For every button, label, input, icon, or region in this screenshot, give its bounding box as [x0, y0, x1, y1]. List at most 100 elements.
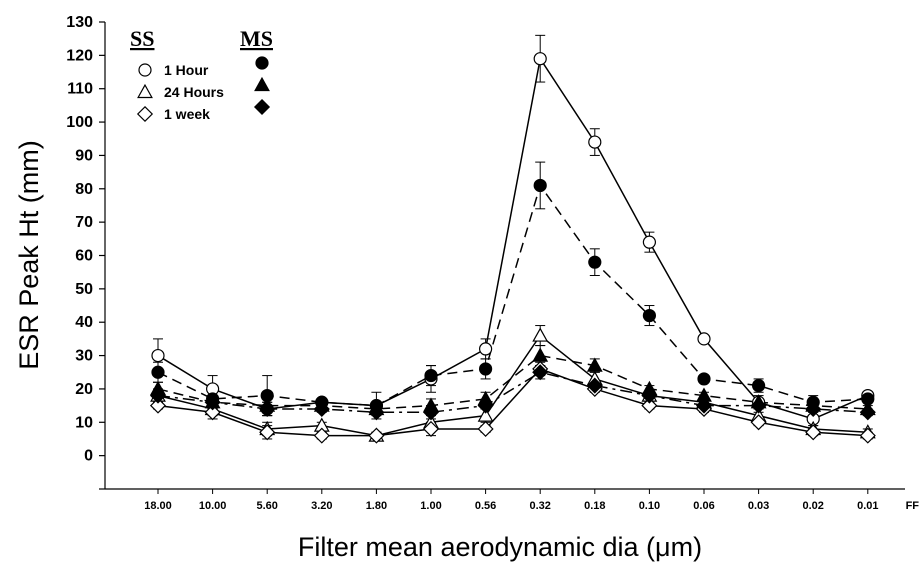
data-point-ms-1-hour	[479, 362, 493, 376]
series-line-ms-1-week	[157, 371, 868, 414]
x-tick-label: 0.10	[639, 500, 660, 512]
data-point-ms-24-hours	[532, 347, 549, 362]
x-tick-label: 0.03	[748, 500, 769, 512]
data-point-ms-24-hours	[586, 357, 603, 372]
x-tick-label: 1.00	[420, 500, 441, 512]
data-point-ss-1-week	[204, 404, 221, 421]
series-line-ss-24-hours	[157, 334, 868, 437]
series-lines	[157, 56, 869, 437]
legend-label-1-week: 1 week	[164, 106, 210, 122]
x-axis-label: Filter mean aerodynamic dia (μm)	[298, 532, 702, 562]
data-point-ss-24-hours	[532, 327, 549, 342]
y-tick-label: 80	[75, 181, 93, 198]
axes	[104, 22, 905, 490]
x-tick-label: 0.02	[802, 500, 823, 512]
data-point-ss-1-hour	[533, 52, 547, 66]
legend: SS MS 1 Hour 24 Hours 1 week	[130, 26, 273, 123]
error-bars	[153, 34, 873, 440]
data-point-ms-1-hour	[424, 368, 438, 383]
data-point-ss-1-week	[259, 424, 276, 441]
data-point-ms-1-week	[586, 377, 603, 394]
data-point-ss-1-hour	[697, 332, 711, 346]
series-line-ss-1-hour	[157, 56, 869, 420]
legend-marker-ms	[254, 76, 270, 92]
x-tick-label: 0.32	[529, 500, 550, 512]
data-point-ms-1-week	[149, 387, 167, 404]
series-line-ms-24-hours	[157, 354, 868, 410]
series-line-ss-1-week	[157, 368, 868, 437]
data-point-ms-1-hour	[751, 378, 766, 393]
y-tick-label: 120	[66, 47, 93, 64]
data-point-ms-1-week	[641, 387, 658, 404]
series-line-ms-1-hour	[157, 183, 868, 407]
legend-marker-ms	[255, 56, 269, 70]
x-tick-label: 0.56	[475, 500, 496, 512]
y-tick-label: 30	[75, 348, 93, 365]
x-ticks: 18.00 10.00 5.60 3.20 1.80 1.00 0.56 0.32 0.18 0.…	[144, 489, 919, 512]
legend-header-ms: MS	[240, 26, 273, 51]
data-point-ms-1-week	[422, 404, 440, 421]
y-ticks: 0 10 20 30 40 50 60 70 80 90 100 110 120 130	[66, 14, 105, 490]
legend-marker-ms	[253, 98, 271, 116]
y-tick-label: 0	[84, 448, 93, 465]
legend-marker-ss	[137, 83, 153, 99]
x-tick-label: 10.00	[199, 500, 227, 512]
y-tick-label: 90	[75, 147, 93, 164]
data-point-ss-1-hour	[588, 135, 602, 149]
data-point-ms-1-week	[204, 394, 221, 411]
data-point-ss-1-week	[477, 420, 494, 438]
data-point-ms-1-week	[368, 404, 385, 421]
legend-label-1-hour: 1 Hour	[164, 62, 209, 78]
data-point-ss-1-week	[805, 424, 822, 441]
data-point-ms-1-week	[859, 404, 876, 421]
data-point-ss-1-week	[313, 427, 330, 444]
data-point-ss-1-week	[368, 427, 385, 444]
series-layer	[149, 34, 876, 444]
data-point-ss-1-week	[859, 427, 876, 444]
data-point-ms-1-week	[805, 400, 822, 417]
data-point-ms-1-hour	[588, 255, 602, 269]
data-point-ss-1-week	[149, 397, 167, 414]
y-tick-label: 20	[75, 381, 93, 398]
data-point-ms-1-hour	[533, 178, 547, 193]
data-point-ss-1-week	[422, 420, 440, 438]
data-point-ms-1-week	[695, 397, 713, 414]
data-point-ms-1-hour	[151, 365, 165, 379]
data-point-ss-1-week	[641, 397, 658, 414]
y-tick-label: 60	[75, 248, 93, 265]
x-tick-label: 18.00	[144, 500, 172, 512]
data-point-ms-1-hour	[697, 372, 711, 386]
data-point-ms-1-week	[313, 400, 330, 417]
series-markers	[149, 52, 876, 444]
x-tick-label: 0.01	[857, 500, 878, 512]
x-tick-label: 5.60	[256, 500, 277, 512]
y-tick-label: 70	[75, 214, 93, 231]
legend-label-24-hours: 24 Hours	[164, 84, 224, 100]
x-tick-label: 0.18	[584, 500, 605, 512]
y-tick-label: 10	[75, 414, 93, 431]
y-tick-label: 50	[75, 281, 93, 298]
y-tick-label: 130	[66, 14, 93, 31]
x-tick-label: 3.20	[311, 500, 332, 512]
data-point-ss-1-hour	[642, 235, 657, 249]
x-tick-label: 1.80	[366, 500, 387, 512]
y-tick-label: 40	[75, 314, 93, 331]
legend-header-ss: SS	[130, 26, 154, 51]
data-point-ms-1-week	[750, 397, 767, 414]
data-point-ms-1-week	[477, 397, 494, 414]
legend-marker-ss	[138, 63, 152, 77]
data-point-ms-1-week	[259, 400, 276, 417]
legend-markers	[136, 56, 271, 123]
data-point-ms-1-hour	[642, 308, 657, 323]
data-point-ms-1-week	[532, 364, 549, 381]
data-point-ss-1-week	[750, 414, 767, 431]
legend-marker-ss	[136, 105, 154, 123]
y-tick-label: 110	[67, 81, 93, 98]
x-tick-label: 0.06	[693, 500, 714, 512]
data-point-ss-1-hour	[479, 342, 493, 356]
data-point-ss-1-hour	[151, 348, 165, 363]
y-tick-label: 100	[66, 114, 93, 131]
x-tick-label: FFilter	[906, 500, 919, 512]
y-axis-label: ESR Peak Ht (mm)	[14, 140, 44, 370]
